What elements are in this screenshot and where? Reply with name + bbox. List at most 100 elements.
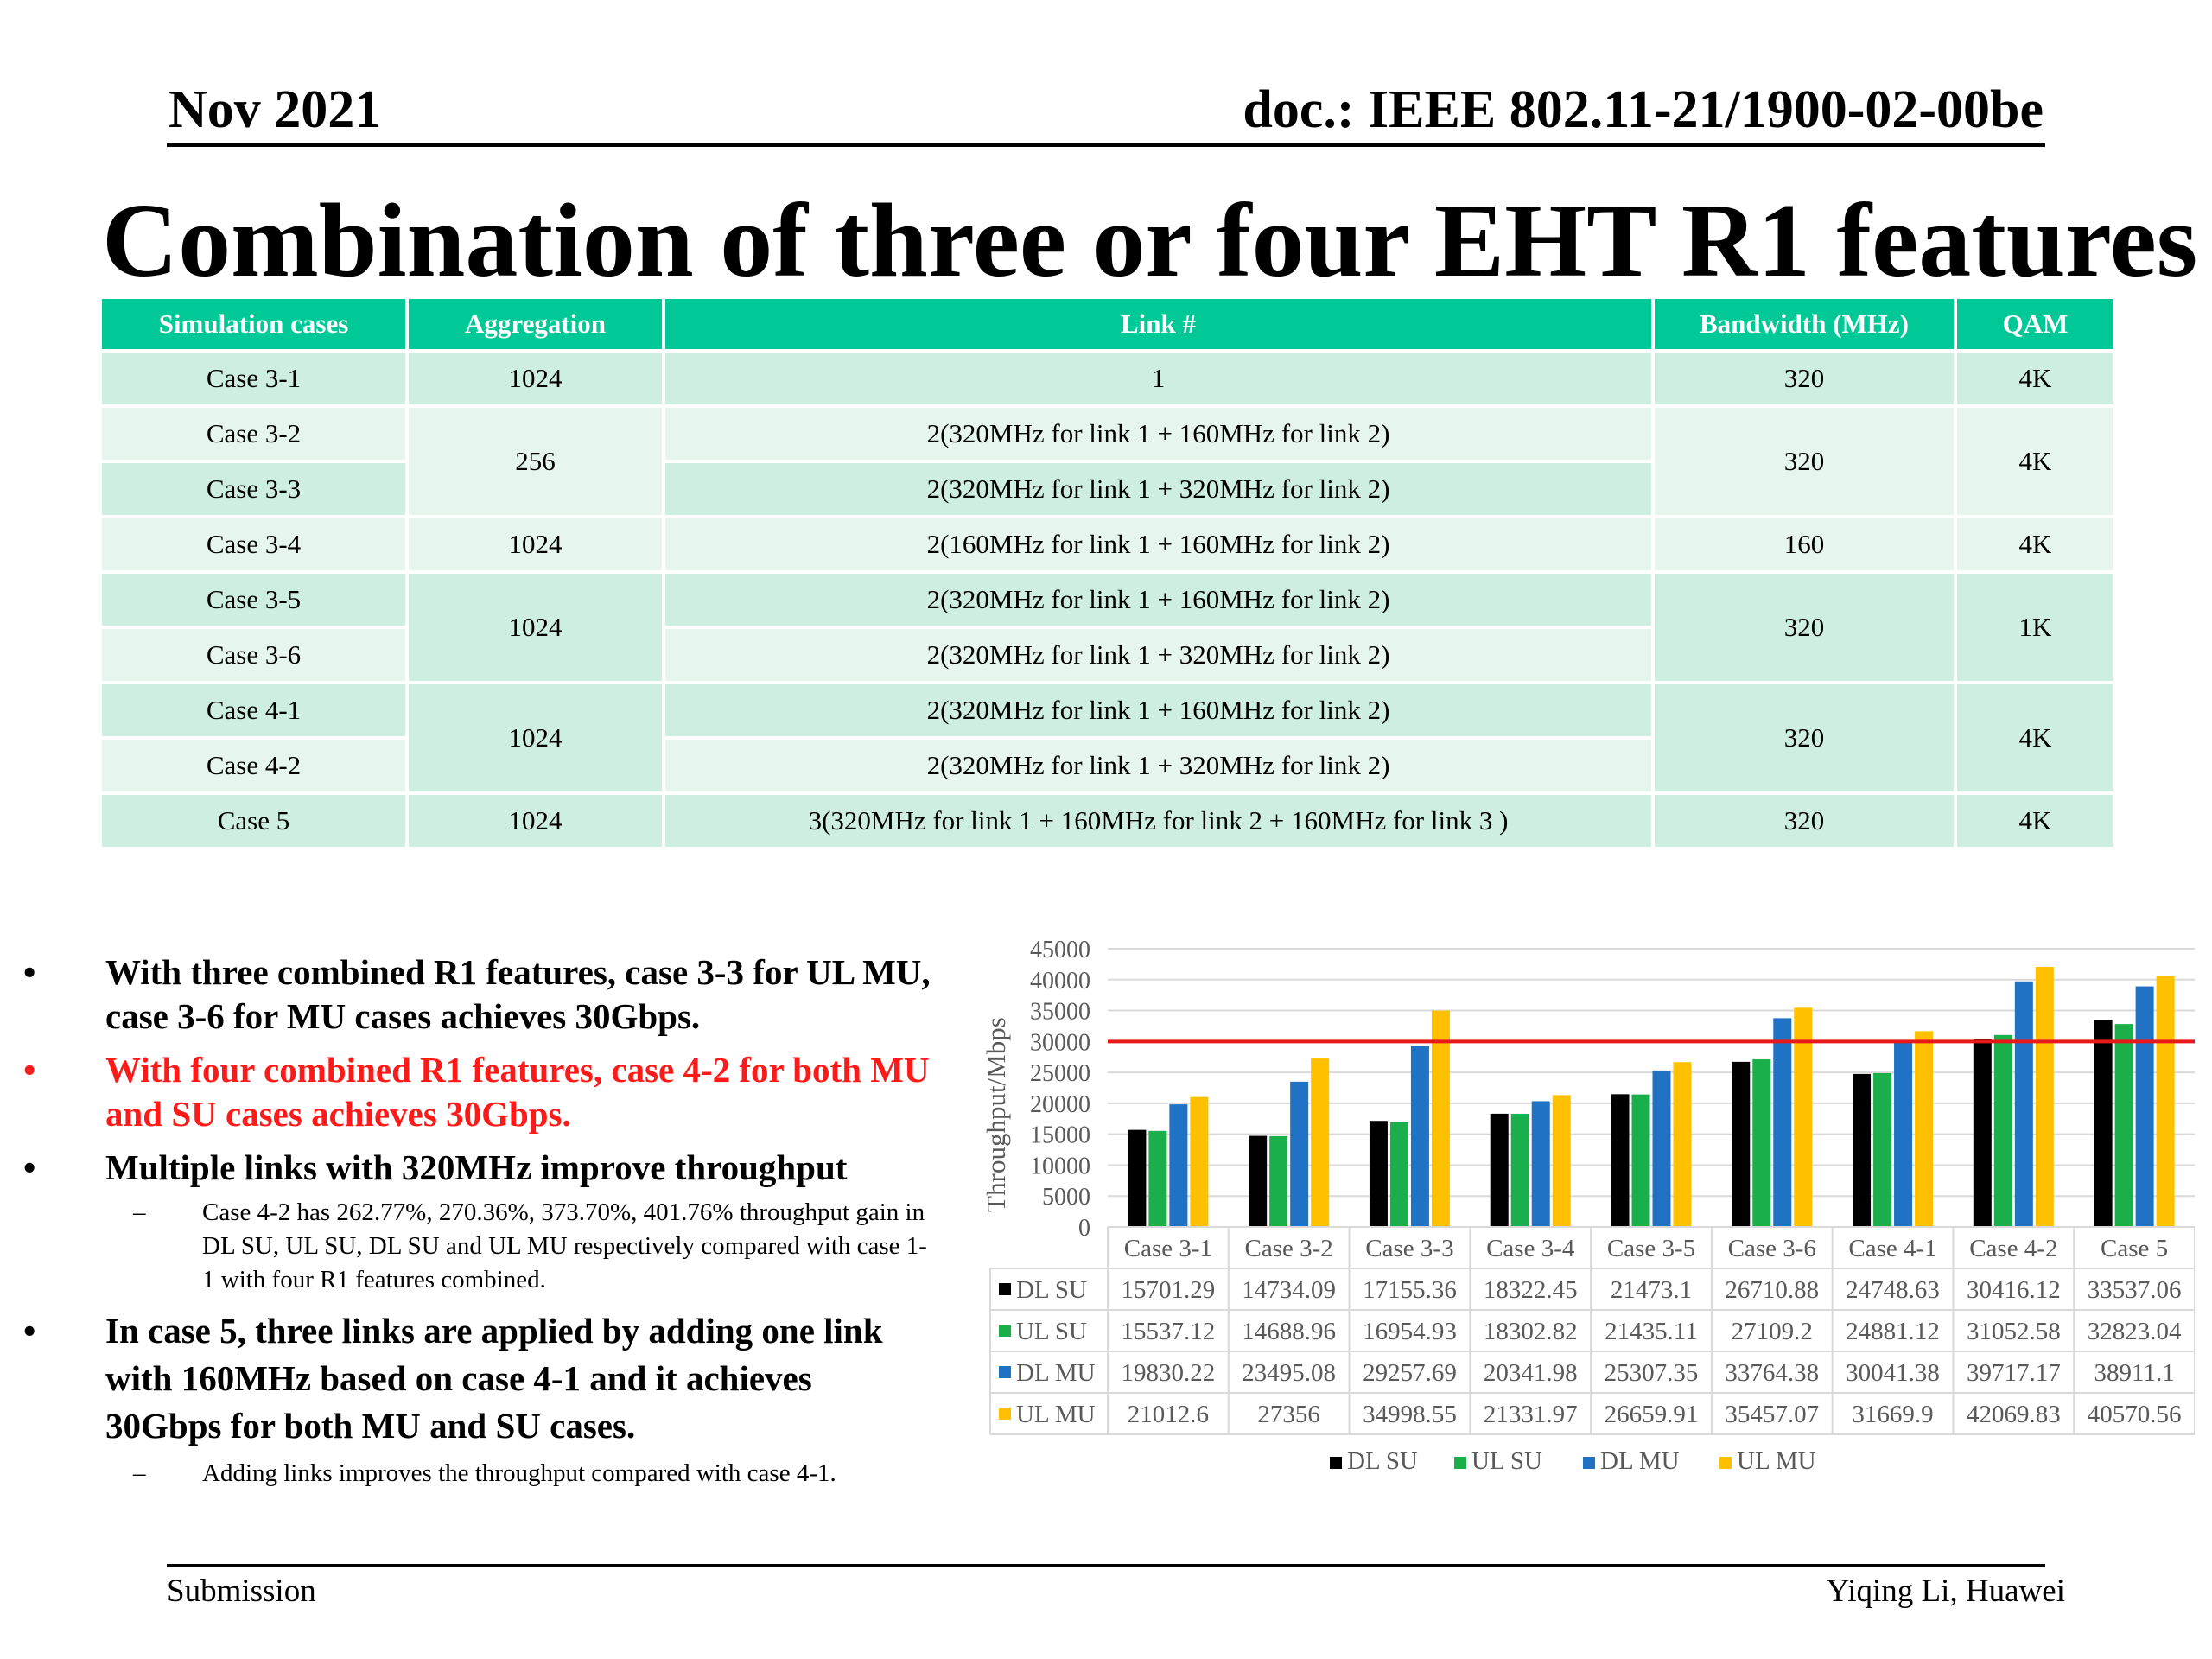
header-link: Link #	[665, 299, 1651, 349]
cell-link: 2(320MHz for link 1 + 320MHz for link 2)	[665, 629, 1651, 681]
table-row: Case 3-5 1024 2(320MHz for link 1 + 160M…	[102, 574, 2113, 681]
x-category-label: Case 5	[2101, 1235, 2168, 1262]
x-category-label: Case 3-4	[1486, 1235, 1575, 1262]
footer-author: Yiqing Li, Huawei	[1826, 1573, 2065, 1609]
cell-qam: 4K	[1957, 408, 2113, 515]
bar-dl-mu-case-4-1	[1894, 1041, 1913, 1227]
cell-link: 2(320MHz for link 1 + 320MHz for link 2)	[665, 463, 1651, 515]
data-value-label: 18302.82	[1484, 1318, 1578, 1345]
cell-link: 2(320MHz for link 1 + 160MHz for link 2)	[665, 408, 1651, 460]
cell-case: Case 3-2	[102, 408, 405, 460]
bar-dl-su-case-3-5	[1611, 1094, 1630, 1227]
bullet-four-features: • With four combined R1 features, case 4…	[23, 1048, 935, 1136]
y-tick-label: 25000	[1030, 1060, 1090, 1087]
bar-ul-su-case-3-4	[1510, 1114, 1529, 1227]
cell-aggregation: 1024	[409, 353, 662, 404]
bar-ul-mu-case-3-3	[1431, 1010, 1450, 1227]
bar-ul-mu-case-3-4	[1552, 1095, 1571, 1227]
bar-ul-mu-case-5	[2156, 976, 2175, 1227]
bar-dl-mu-case-3-2	[1290, 1081, 1309, 1227]
table-row: Case 3-1 1024 1 320 4K	[102, 353, 2113, 404]
y-tick-label: 10000	[1030, 1153, 1090, 1179]
cell-link: 1	[665, 353, 1651, 404]
bar-ul-su-case-3-6	[1752, 1059, 1771, 1227]
bullet-case-five: • In case 5, three links are applied by …	[23, 1307, 935, 1450]
table-row: Case 4-1 1024 2(320MHz for link 1 + 160M…	[102, 684, 2113, 791]
cell-link: 2(160MHz for link 1 + 160MHz for link 2)	[665, 518, 1651, 570]
table-row: Case 3-3 2(320MHz for link 1 + 320MHz fo…	[102, 463, 2113, 515]
sub-bullet-gain: – Case 4-2 has 262.77%, 270.36%, 373.70%…	[133, 1196, 928, 1297]
bar-dl-su-case-5	[2094, 1020, 2113, 1227]
bullet-multiple-links: • Multiple links with 320MHz improve thr…	[23, 1146, 969, 1190]
bar-dl-su-case-4-1	[1853, 1073, 1872, 1227]
cell-bandwidth: 320	[1655, 408, 1954, 515]
data-value-label: 26710.88	[1725, 1276, 1819, 1304]
cell-qam: 4K	[1957, 353, 2113, 404]
chart-y-axis: 0 5000 10000 15000 20000 25000 30000 35000 40000…	[1030, 937, 1090, 1242]
cell-aggregation: 1024	[409, 518, 662, 570]
cell-case: Case 3-1	[102, 353, 405, 404]
cell-link: 3(320MHz for link 1 + 160MHz for link 2 …	[665, 795, 1651, 847]
chart-bars	[1128, 966, 2175, 1227]
cell-aggregation: 256	[409, 408, 662, 515]
data-value-label: 30416.12	[1967, 1276, 2061, 1304]
cell-bandwidth: 320	[1655, 795, 1954, 847]
cell-link: 2(320MHz for link 1 + 320MHz for link 2)	[665, 740, 1651, 791]
data-value-label: 29257.69	[1363, 1359, 1457, 1387]
legend-marker	[1330, 1457, 1342, 1469]
bullet-text: Multiple links with 320MHz improve throu…	[105, 1147, 848, 1187]
bullet-three-features: • With three combined R1 features, case …	[23, 950, 935, 1039]
x-category-label: Case 4-1	[1848, 1235, 1936, 1262]
cell-bandwidth: 320	[1655, 353, 1954, 404]
data-value-label: 32823.04	[2088, 1318, 2182, 1345]
data-value-label: 39717.17	[1967, 1359, 2061, 1387]
chart-legend: DL SU UL SU DL MU UL MU	[1330, 1447, 1816, 1475]
footer-submission: Submission	[167, 1573, 316, 1609]
data-value-label: 38911.1	[2094, 1359, 2175, 1387]
bar-ul-su-case-4-2	[1993, 1034, 2012, 1227]
cell-link: 2(320MHz for link 1 + 160MHz for link 2)	[665, 574, 1651, 626]
bar-ul-mu-case-4-1	[1915, 1031, 1934, 1227]
bar-ul-mu-case-3-5	[1673, 1062, 1692, 1227]
legend-label: DL MU	[1600, 1447, 1680, 1475]
data-value-label: 23495.08	[1242, 1359, 1336, 1387]
legend-key-ul-su	[999, 1325, 1011, 1337]
bar-ul-mu-case-3-2	[1311, 1058, 1330, 1227]
cell-bandwidth: 320	[1655, 574, 1954, 681]
bullet-marker: •	[23, 952, 36, 992]
data-value-label: 25307.35	[1605, 1359, 1699, 1387]
cell-qam: 4K	[1957, 795, 2113, 847]
sub-bullet-text: Case 4-2 has 262.77%, 270.36%, 373.70%, …	[202, 1198, 927, 1294]
table-row: Case 3-6 2(320MHz for link 1 + 320MHz fo…	[102, 629, 2113, 681]
data-value-label: 31052.58	[1967, 1318, 2061, 1345]
cell-case: Case 4-1	[102, 684, 405, 736]
bar-dl-mu-case-3-6	[1773, 1018, 1792, 1227]
bar-dl-mu-case-3-5	[1652, 1070, 1671, 1227]
cell-case: Case 4-2	[102, 740, 405, 791]
cell-aggregation: 1024	[409, 795, 662, 847]
legend-key-ul-mu	[999, 1408, 1011, 1420]
data-value-label: 24881.12	[1846, 1318, 1940, 1345]
sub-bullet-text: Adding links improves the throughput com…	[202, 1459, 836, 1487]
throughput-chart: 0 5000 10000 15000 20000 25000 30000 35000 40000…	[981, 937, 2195, 1475]
y-tick-label: 40000	[1030, 968, 1090, 995]
cell-qam: 4K	[1957, 684, 2113, 791]
bar-dl-mu-case-3-1	[1169, 1104, 1188, 1227]
x-category-label: Case 3-3	[1365, 1235, 1453, 1262]
sub-bullet-marker: –	[133, 1459, 146, 1487]
data-value-label: 34998.55	[1363, 1401, 1457, 1428]
simulation-table: Simulation cases Aggregation Link # Band…	[102, 299, 2113, 847]
x-category-label: Case 3-1	[1124, 1235, 1212, 1262]
data-value-label: 15701.29	[1122, 1276, 1216, 1304]
series-name-label: UL MU	[1016, 1401, 1096, 1428]
bar-dl-su-case-3-3	[1369, 1121, 1388, 1227]
bar-ul-su-case-5	[2114, 1024, 2133, 1227]
y-tick-label: 20000	[1030, 1091, 1090, 1118]
cell-bandwidth: 160	[1655, 518, 1954, 570]
legend-marker	[1454, 1457, 1466, 1469]
footer-divider	[167, 1564, 2045, 1567]
bar-dl-su-case-3-4	[1490, 1113, 1509, 1227]
bullet-marker: •	[23, 1147, 36, 1187]
data-value-label: 20341.98	[1484, 1359, 1578, 1387]
y-tick-label: 30000	[1030, 1029, 1090, 1056]
